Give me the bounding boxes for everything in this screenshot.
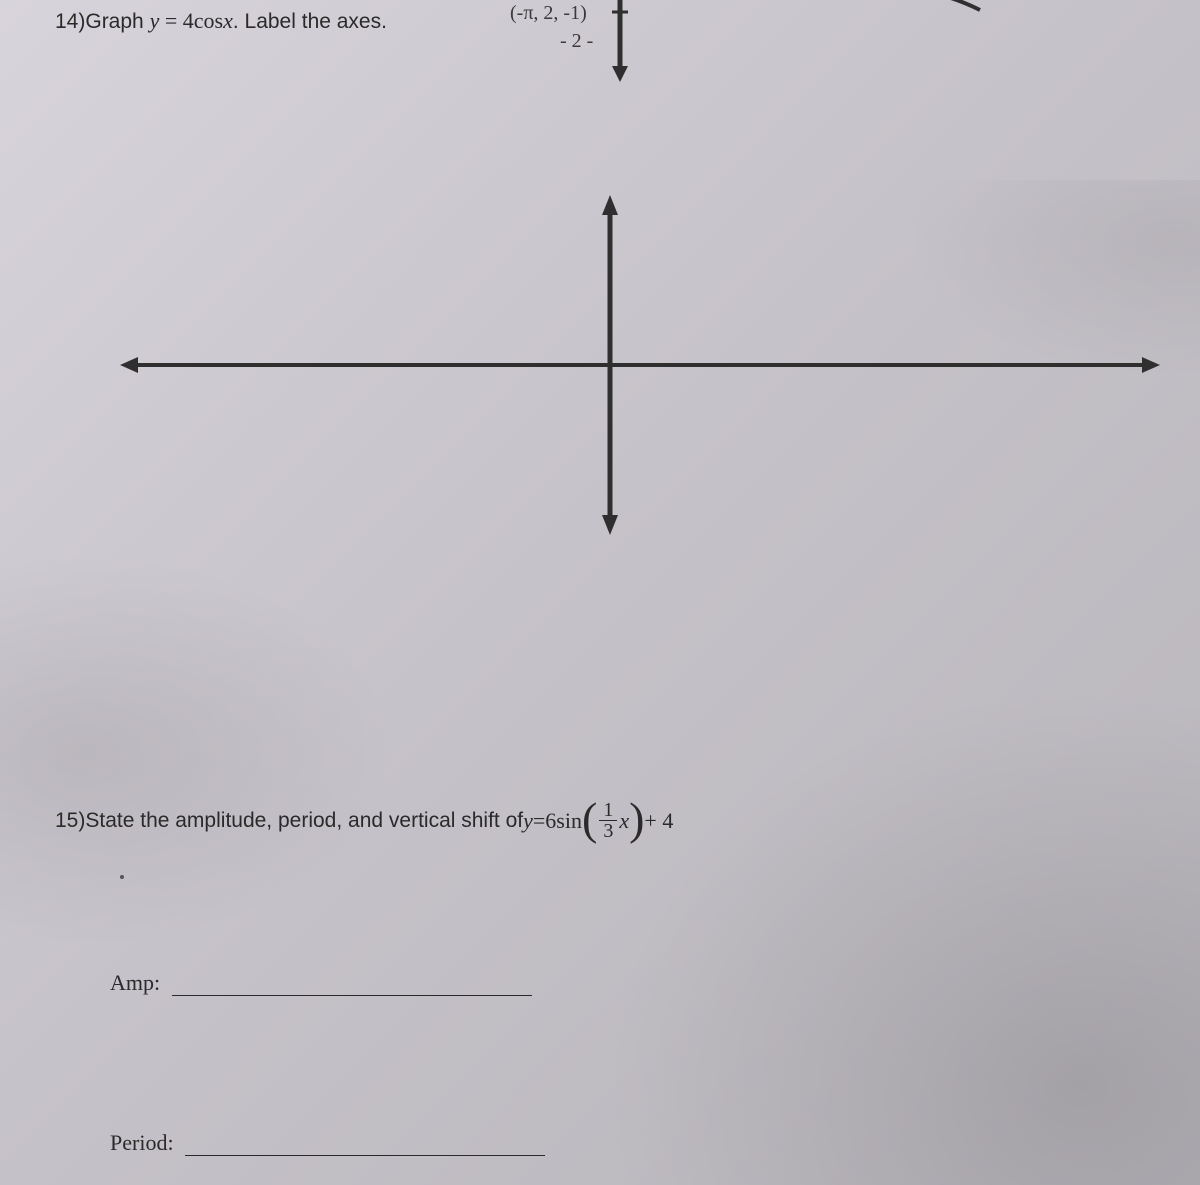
paper-shadow bbox=[0, 550, 400, 950]
stray-dot bbox=[120, 875, 124, 879]
q15-fraction: 1 3 bbox=[599, 800, 617, 841]
frac-num: 1 bbox=[599, 800, 617, 821]
period-row: Period: bbox=[110, 1130, 545, 1156]
axes-q14 bbox=[120, 195, 1160, 535]
q14-suffix: . Label the axes. bbox=[233, 10, 387, 33]
amp-blank[interactable] bbox=[172, 971, 532, 996]
q15-coef: 6sin bbox=[545, 808, 582, 834]
amp-row: Amp: bbox=[110, 970, 532, 996]
q15-equals: = bbox=[533, 808, 545, 834]
q14-var-y: y bbox=[150, 8, 160, 33]
q14-number: 14) bbox=[55, 10, 85, 33]
q14-prefix: Graph bbox=[85, 10, 149, 33]
q14-coef: 4cos bbox=[183, 8, 223, 33]
paper-shadow bbox=[600, 685, 1200, 1185]
q15-var-y: y bbox=[523, 808, 533, 834]
question-15-text: 15) State the amplitude, period, and ver… bbox=[55, 800, 673, 841]
q14-equals: = bbox=[159, 8, 182, 33]
partial-axes-top bbox=[600, 0, 1000, 85]
q15-var-x: x bbox=[619, 808, 629, 834]
period-label: Period: bbox=[110, 1130, 174, 1155]
handwritten-tick: - 2 - bbox=[560, 30, 593, 53]
handwritten-coord: (-π, 2, -1) bbox=[510, 2, 587, 25]
q15-tail: + 4 bbox=[644, 808, 673, 834]
q15-number: 15) bbox=[55, 809, 85, 833]
q15-prefix: State the amplitude, period, and vertica… bbox=[85, 809, 523, 833]
frac-den: 3 bbox=[599, 821, 617, 841]
question-14-text: 14)Graph y = 4cosx. Label the axes. bbox=[55, 8, 387, 34]
amp-label: Amp: bbox=[110, 970, 160, 995]
q14-var-x: x bbox=[223, 8, 233, 33]
period-blank[interactable] bbox=[185, 1131, 545, 1156]
